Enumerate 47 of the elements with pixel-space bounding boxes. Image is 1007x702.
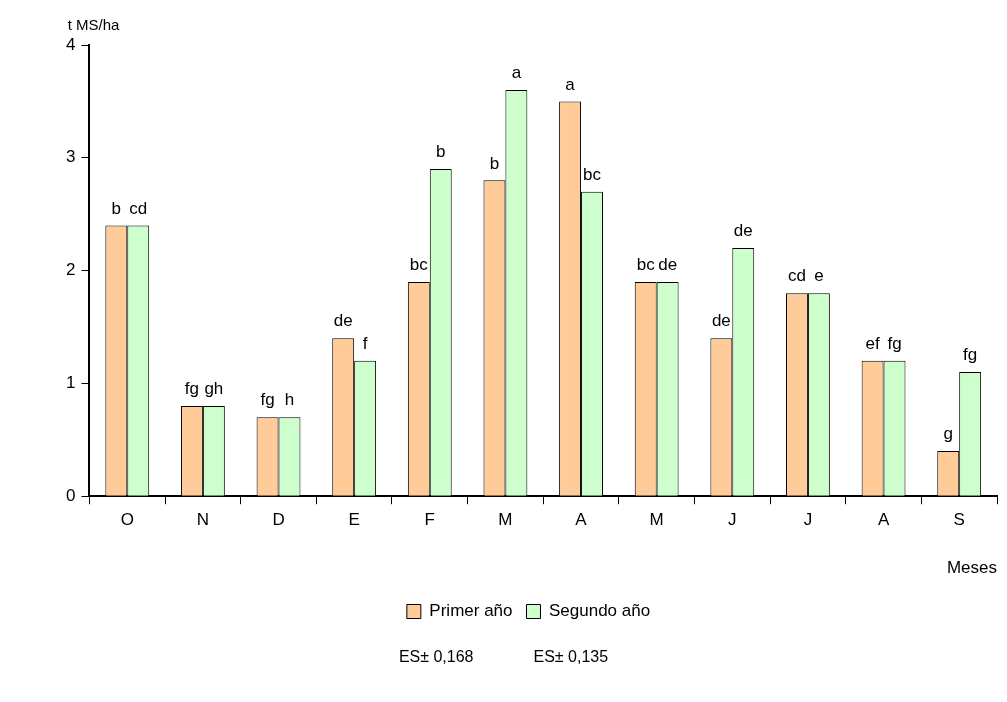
- x-tick-label: F: [424, 510, 435, 530]
- data-label: e: [814, 266, 824, 286]
- data-label: fg: [184, 379, 200, 399]
- legend-label: Primer año: [429, 601, 513, 621]
- text: ES± 0,135: [533, 648, 609, 666]
- data-label: b: [111, 198, 122, 218]
- data-label: h: [284, 390, 295, 410]
- data-label: cd: [787, 266, 806, 286]
- y-tick-label: 1: [65, 373, 76, 393]
- x-axis-title: Meses: [946, 558, 997, 578]
- data-label: b: [436, 142, 446, 162]
- data-label: bc: [583, 164, 602, 184]
- y-tick-label: 3: [65, 147, 76, 167]
- y-tick-label: 0: [65, 485, 76, 505]
- data-label: bc: [409, 255, 429, 275]
- data-label: ef: [865, 334, 880, 354]
- data-label: de: [658, 255, 678, 275]
- y-tick-label: 4: [65, 34, 76, 54]
- data-label: cd: [129, 198, 148, 218]
- legend-label: Segundo año: [548, 601, 651, 621]
- data-label: fg: [260, 390, 275, 410]
- data-label: b: [489, 153, 500, 173]
- data-label: de: [333, 311, 353, 331]
- x-tick-label: S: [953, 510, 965, 530]
- x-tick-label: D: [272, 510, 285, 530]
- x-tick-label: A: [877, 510, 890, 530]
- data-label: f: [362, 334, 368, 354]
- text: ES± 0,168: [398, 648, 474, 666]
- x-tick-label: A: [575, 510, 588, 530]
- x-tick-label: E: [348, 510, 360, 530]
- x-tick-label: J: [728, 510, 737, 530]
- data-label: bc: [636, 255, 656, 275]
- data-label: g: [943, 424, 953, 444]
- data-label: gh: [204, 379, 224, 399]
- x-tick-label: M: [498, 510, 513, 530]
- x-tick-label: J: [803, 510, 813, 530]
- x-tick-label: O: [120, 510, 134, 530]
- data-label: de: [733, 221, 753, 241]
- y-tick-label: 2: [65, 260, 76, 280]
- y-axis-title: t MS/ha: [67, 15, 121, 33]
- x-tick-label: N: [196, 510, 210, 530]
- data-label: a: [511, 63, 522, 83]
- x-tick-label: M: [649, 510, 664, 530]
- data-label: de: [711, 311, 731, 331]
- data-label: a: [565, 74, 576, 94]
- data-label: fg: [887, 334, 902, 354]
- data-label: fg: [963, 345, 978, 365]
